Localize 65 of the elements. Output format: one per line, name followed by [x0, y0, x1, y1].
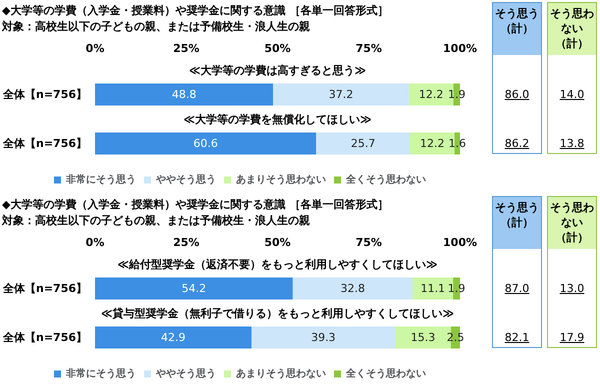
chart-title: ◆大学等の学費（入学金・授業料）や奨学金に関する意識 ［各単一回答形式］ [2, 3, 388, 18]
bar [252, 326, 396, 348]
y-tick-label: 全体【n=756】 [2, 137, 88, 150]
text: 82.1 [504, 330, 530, 344]
y-tick-label: 全体【n=756】 [2, 88, 88, 101]
x-tick-label: 50% [264, 42, 291, 55]
text: 13.8 [558, 136, 586, 150]
x-tick-label: 25% [173, 236, 200, 249]
bar [292, 278, 413, 300]
data-label: 48.8 [172, 88, 196, 101]
legend-label: ややそう思う [155, 174, 216, 186]
x-tick-label: 0% [86, 42, 104, 55]
bar [273, 84, 409, 106]
chart-title: ◆大学等の学費（入学金・授業料）や奨学金に関する意識 ［各単一回答形式］ [2, 197, 388, 212]
x-tick-label: 100% [443, 236, 477, 249]
text: そう思わない（計） [548, 3, 596, 55]
text: そう思わない（計） [548, 197, 596, 249]
data-label: 11.1 [420, 282, 446, 295]
y-tick-label: 全体【n=756】 [2, 331, 88, 344]
annotation: ≪貸与型奨学金（無利子で借りる）をもっと利用しやすくしてほしい≫ [100, 306, 455, 322]
data-label: 60.6 [193, 137, 218, 150]
legend-label: 非常にそう思う [65, 368, 136, 380]
annotation: ≪大学等の学費は高すぎると思う≫ [188, 62, 367, 78]
data-label: 12.2 [418, 88, 444, 101]
y-tick-label: 全体【n=756】 [2, 282, 88, 295]
data-label: 12.2 [420, 137, 445, 150]
legend-label: 全くそう思わない [345, 368, 426, 380]
annotation: ≪大学等の学費を無償化してほしい≫ [182, 112, 372, 128]
data-label: 54.2 [182, 282, 206, 295]
bar [95, 326, 252, 348]
x-tick-label: 100% [443, 42, 477, 55]
legend-label: あまりそう思わない [236, 174, 326, 186]
data-label: 42.9 [161, 331, 186, 344]
bar [95, 278, 293, 300]
data-label: 25.7 [350, 137, 376, 150]
text: 86.2 [504, 136, 530, 150]
chart-subtitle: 対象：高校生以下の子どもの親、または予備校生・浪人生の親 [2, 19, 310, 34]
data-label: 37.2 [328, 88, 354, 101]
bar [95, 84, 274, 106]
text: そう思う（計） [493, 197, 541, 249]
data-label: 39.3 [311, 331, 336, 344]
x-tick-label: 0% [86, 236, 104, 249]
text: 14.0 [558, 88, 586, 100]
text: 86.0 [504, 88, 530, 100]
data-label: 1.6 [448, 137, 466, 150]
legend-label: 非常にそう思う [65, 174, 136, 186]
data-label: 32.8 [340, 282, 365, 295]
data-label: 1.9 [448, 282, 466, 295]
text: 13.0 [558, 282, 586, 294]
bar [316, 132, 410, 154]
x-tick-label: 75% [356, 236, 382, 249]
annotation: ≪給付型奨学金（返済不要）をもっと利用しやすくしてほしい≫ [116, 256, 438, 272]
text: 87.0 [504, 282, 530, 294]
x-tick-label: 50% [264, 236, 291, 249]
bar [95, 132, 316, 154]
x-tick-label: 25% [173, 42, 200, 55]
x-tick-label: 75% [356, 42, 382, 55]
legend-label: ややそう思う [155, 368, 216, 380]
text: そう思う（計） [493, 3, 541, 55]
chart-subtitle: 対象：高校生以下の子どもの親、または予備校生・浪人生の親 [2, 213, 310, 228]
legend-label: あまりそう思わない [236, 368, 326, 380]
data-label: 15.3 [410, 331, 436, 344]
text: 17.9 [558, 330, 586, 344]
legend-label: 全くそう思わない [345, 174, 426, 186]
data-label: 1.9 [448, 88, 466, 101]
